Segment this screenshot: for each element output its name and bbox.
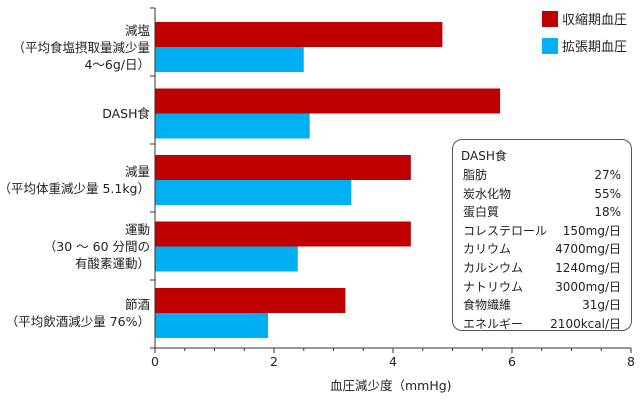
info-row-name: コレステロール <box>463 223 548 238</box>
bar-diastolic-1 <box>155 113 310 139</box>
category-label-line: DASH食 <box>102 106 150 121</box>
info-row-value: 2100kcal/日 <box>550 316 621 331</box>
category-label-line: 減塩 <box>124 22 150 38</box>
category-label-line: 運動 <box>124 222 150 237</box>
legend-label-diastolic: 拡張期血圧 <box>562 40 628 55</box>
category-label-2: 減量 （平均体重減少量 5.1kg） <box>0 163 150 197</box>
bar-systolic-2 <box>155 155 411 180</box>
x-tick-label-3: 6 <box>508 354 516 369</box>
legend-label-systolic: 収縮期血圧 <box>562 13 628 28</box>
info-row-value: 4700mg/日 <box>555 242 621 257</box>
info-box-rows: 脂肪 27% 炭水化物 55% 蛋白質 18% コレステロール 150mg/日カリウム 4700… <box>461 166 621 333</box>
x-tick-label-2: 4 <box>389 354 397 369</box>
category-label-line: 4〜6g/日） <box>84 56 150 72</box>
category-label-line: 節酒 <box>124 297 150 312</box>
bar-diastolic-3 <box>155 246 298 272</box>
category-label-1: DASH食 <box>102 105 150 122</box>
info-row-value: 1240mg/日 <box>555 260 621 275</box>
info-box-title: DASH食 <box>461 149 507 163</box>
legend-item-systolic: 収縮期血圧 <box>542 9 627 28</box>
category-label-line: （平均飲酒減少量 76%） <box>5 314 150 329</box>
bar-diastolic-2 <box>155 180 352 205</box>
info-row-value: 18% <box>594 205 621 220</box>
x-tick-label-0: 0 <box>151 354 159 369</box>
category-label-4: 節酒 （平均飲酒減少量 76%） <box>6 296 150 330</box>
info-row-name: エネルギー <box>463 316 524 331</box>
bar-diastolic-0 <box>155 47 304 72</box>
info-row-name: 蛋白質 <box>463 205 500 220</box>
info-row: ナトリウム 3000mg/日 <box>461 278 621 297</box>
info-row-name: カリウム <box>463 242 512 257</box>
info-row: コレステロール 150mg/日 <box>461 222 621 241</box>
info-row-name: ナトリウム <box>463 279 524 294</box>
info-row-value: 27% <box>594 168 621 182</box>
info-row-name: 炭水化物 <box>463 186 512 201</box>
dash-diet-info-box: DASH食 脂肪 27% 炭水化物 55% 蛋白質 18% コレステロール 150mg/日カリ… <box>452 139 632 331</box>
info-row: カリウム 4700mg/日 <box>461 240 621 259</box>
info-row: 炭水化物 55% <box>461 185 621 204</box>
bar-systolic-4 <box>155 288 346 313</box>
info-row: カルシウム 1240mg/日 <box>461 259 621 278</box>
info-row: エネルギー 2100kcal/日 <box>461 315 621 334</box>
info-row-name: カルシウム <box>463 260 524 275</box>
category-label-line: 減量 <box>124 164 150 179</box>
bar-systolic-3 <box>155 221 411 247</box>
info-row: 食物繊維 31g/日 <box>461 296 621 315</box>
bar-systolic-1 <box>155 88 501 114</box>
info-row-value: 150mg/日 <box>562 223 621 238</box>
category-label-3: 運動 （30 〜 60 分間の有酸素運動） <box>44 221 150 272</box>
legend-swatch-diastolic <box>542 37 558 54</box>
category-label-line: （平均食塩摂取量減少量 <box>12 39 150 55</box>
info-row-value: 31g/日 <box>582 298 621 313</box>
info-row-name: 脂肪 <box>463 168 488 182</box>
bar-systolic-0 <box>155 22 443 47</box>
info-row: 脂肪 27% <box>461 166 621 185</box>
category-label-line: （平均体重減少量 5.1kg） <box>0 181 150 196</box>
legend-swatch-systolic <box>542 10 558 27</box>
info-row-value: 3000mg/日 <box>555 279 621 294</box>
x-axis-label: 血圧減少度（mmHg) <box>330 378 452 393</box>
bar-diastolic-4 <box>155 313 269 338</box>
info-row-value: 55% <box>594 186 621 201</box>
x-tick-label-4: 8 <box>627 354 635 369</box>
info-row: 蛋白質 18% <box>461 203 621 222</box>
info-row-name: 食物繊維 <box>463 298 512 313</box>
category-label-0: 減塩 （平均食塩摂取量減少量 4〜6g/日） <box>12 22 150 73</box>
x-tick-label-1: 2 <box>270 354 278 369</box>
category-label-line: （30 〜 60 分間の <box>43 239 150 254</box>
category-label-line: 有酸素運動） <box>74 256 150 271</box>
legend-item-diastolic: 拡張期血圧 <box>542 36 627 55</box>
